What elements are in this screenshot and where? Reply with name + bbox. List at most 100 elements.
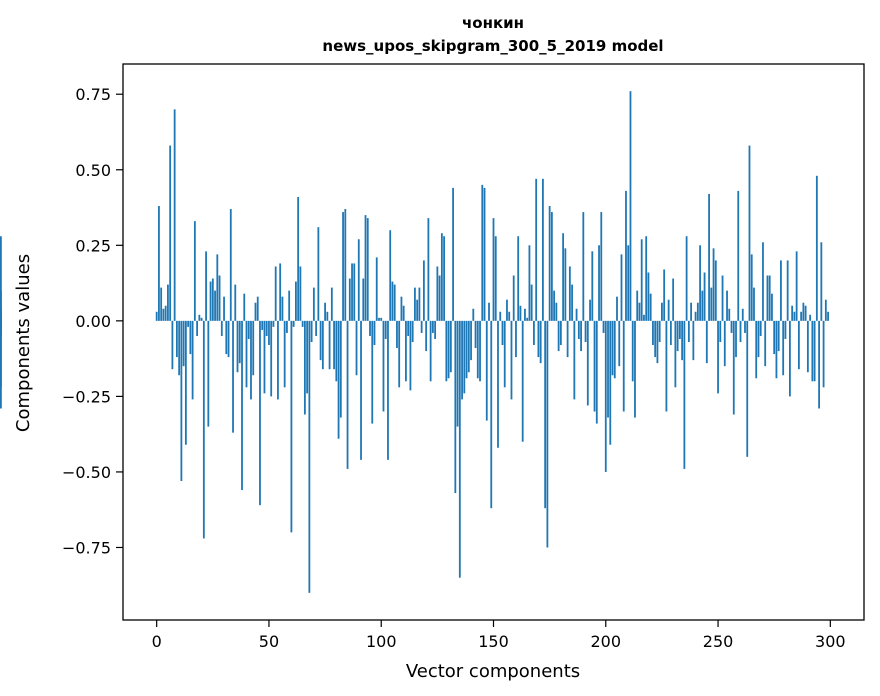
bar — [389, 230, 392, 321]
bar — [250, 320, 252, 400]
bar — [409, 320, 412, 391]
bar — [205, 251, 207, 321]
bar — [791, 305, 794, 321]
bar — [272, 320, 275, 327]
bar — [602, 320, 605, 333]
bar — [699, 245, 701, 321]
bar — [705, 320, 708, 364]
bar — [335, 320, 338, 382]
bar — [357, 239, 360, 321]
bar — [474, 320, 477, 349]
bar — [429, 320, 432, 382]
bar — [508, 311, 511, 321]
bar — [773, 320, 776, 355]
bar — [317, 227, 320, 321]
bar — [234, 284, 237, 321]
bar — [645, 236, 648, 321]
bar — [279, 263, 282, 321]
x-axis-label: Vector components — [406, 661, 580, 682]
bar — [252, 320, 255, 376]
bar — [573, 320, 576, 400]
bar — [398, 320, 401, 388]
bar — [802, 302, 805, 321]
bar — [663, 269, 666, 321]
bar — [427, 218, 430, 321]
bar — [391, 281, 394, 321]
bar — [568, 266, 571, 321]
bar — [674, 320, 677, 388]
plot-frame — [122, 63, 865, 621]
bar — [553, 290, 556, 321]
bar — [270, 320, 273, 397]
bar — [780, 260, 782, 321]
bar — [371, 320, 374, 424]
bar — [220, 320, 223, 336]
bar — [762, 242, 764, 321]
bar — [528, 245, 531, 321]
bar — [616, 296, 618, 321]
bar — [330, 287, 333, 321]
bar — [571, 284, 573, 321]
y-tick-label: 0.25 — [75, 236, 111, 255]
bar — [292, 320, 295, 327]
bar — [438, 275, 441, 321]
bar — [789, 320, 791, 397]
bar — [290, 320, 293, 533]
bar — [519, 305, 522, 321]
bar — [681, 320, 684, 361]
bar — [223, 296, 225, 321]
bar — [622, 320, 625, 412]
bar — [232, 320, 234, 433]
bar — [609, 320, 612, 445]
bar — [342, 212, 344, 321]
bar — [811, 320, 814, 382]
bar — [566, 320, 569, 358]
bar — [530, 284, 533, 321]
bar — [629, 91, 632, 321]
bar — [337, 320, 340, 439]
bar — [467, 320, 470, 373]
x-tick-label: 200 — [590, 632, 621, 651]
bar — [479, 320, 481, 382]
bar — [449, 320, 452, 373]
bar — [241, 320, 243, 491]
bar — [411, 320, 414, 342]
bar — [672, 278, 675, 321]
bar — [465, 320, 468, 379]
bar — [369, 320, 371, 336]
bar — [512, 275, 515, 321]
bar — [517, 236, 520, 321]
bar — [238, 320, 241, 364]
bar — [542, 178, 544, 321]
y-axis: −0.75 −0.50 −0.25 0.00 0.25 0.50 0.75 — [62, 85, 123, 557]
bar — [712, 248, 715, 321]
bar — [683, 320, 686, 469]
bar — [254, 302, 257, 321]
y-tick-label: 0.00 — [75, 312, 111, 331]
bar — [555, 302, 558, 321]
bar — [497, 320, 499, 448]
bar — [470, 320, 472, 361]
bar — [420, 320, 423, 333]
bar — [492, 218, 495, 321]
bar — [499, 311, 502, 321]
bar — [452, 187, 454, 321]
bar — [559, 320, 562, 346]
bar — [182, 320, 185, 367]
bar — [169, 145, 172, 321]
bar — [297, 196, 300, 321]
bar — [348, 278, 351, 321]
bar — [431, 320, 434, 333]
x-tick-label: 250 — [703, 632, 734, 651]
bar — [755, 320, 758, 379]
bar — [613, 320, 616, 379]
bar — [436, 266, 439, 321]
bar — [360, 320, 362, 460]
bar — [187, 320, 190, 327]
bar-series — [0, 91, 829, 593]
bar — [387, 320, 389, 460]
bar — [189, 320, 192, 355]
bar — [589, 299, 591, 321]
bar — [701, 290, 704, 321]
bar — [636, 290, 639, 321]
